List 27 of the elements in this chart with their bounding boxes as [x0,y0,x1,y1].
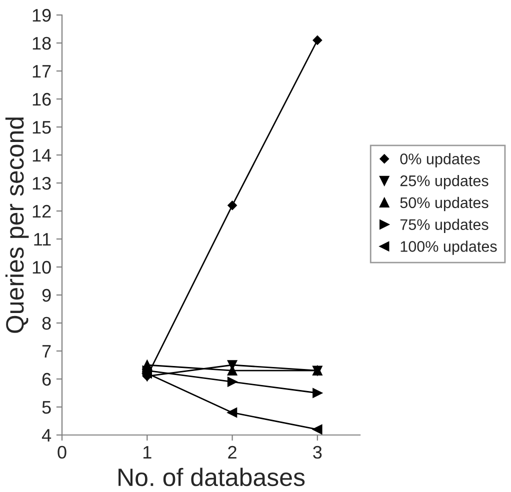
legend-label: 50% updates [400,196,488,212]
y-tick-label: 15 [32,121,51,134]
x-tick-label: 3 [313,446,322,459]
x-tick-label: 2 [228,446,236,458]
y-tick-label: 17 [32,65,51,78]
y-tick-label: 14 [32,149,52,162]
y-tick-label: 6 [42,372,51,386]
legend-label: 0% updates [400,153,480,168]
y-tick-label: 12 [32,204,51,218]
y-tick-label: 8 [42,316,51,330]
y-axis-title: Queries per second [5,118,29,333]
x-tick-label: 0 [58,446,66,459]
y-tick-label: 19 [32,8,51,22]
legend-label: 25% updates [400,175,488,190]
y-tick-label: 16 [32,92,51,106]
y-tick-label: 9 [42,288,51,302]
y-tick-label: 7 [42,345,51,358]
y-tick-label: 18 [32,36,51,50]
y-tick-label: 13 [32,176,51,190]
legend-label: 100% updates [400,240,497,255]
legend-label: 75% updates [400,218,488,233]
y-tick-label: 4 [42,429,52,442]
y-tick-label: 11 [34,233,51,246]
x-axis-title: No. of databases [118,468,305,486]
y-tick-label: 5 [42,401,51,414]
x-tick-label: 1 [144,446,152,458]
y-tick-label: 10 [32,260,51,274]
